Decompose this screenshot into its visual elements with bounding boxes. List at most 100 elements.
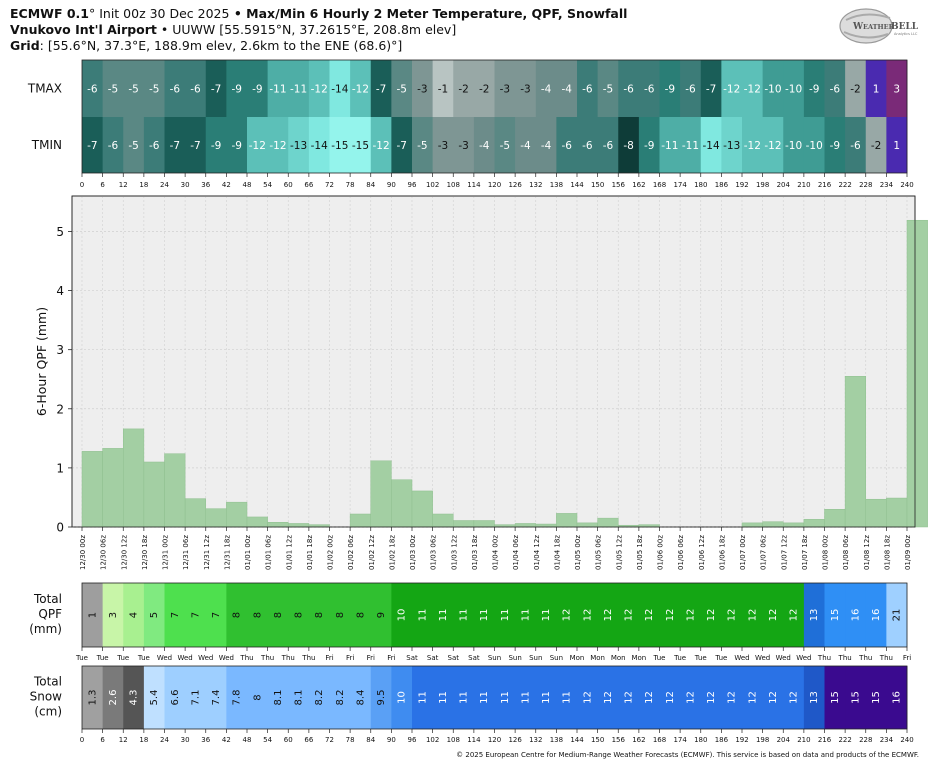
tmax-value: -9 [665, 84, 675, 96]
tmax-cell [267, 60, 289, 117]
hour-tick-label: 150 [591, 181, 604, 189]
hour-tick-label: 12 [119, 181, 128, 189]
day-tick-label: Fri [367, 654, 375, 662]
tmax-value: -12 [352, 84, 369, 96]
day-tick-label: Tue [694, 654, 707, 662]
total-qpf-value: 15 [830, 609, 841, 622]
total-qpf-value: 12 [789, 609, 800, 622]
day-tick-label: Fri [387, 654, 395, 662]
total-snow-value: 11 [541, 691, 552, 704]
day-tick-label: Tue [75, 654, 88, 662]
tmax-cell [370, 60, 392, 117]
tmax-value: -6 [685, 84, 696, 96]
tmin-value: -9 [231, 140, 241, 152]
total-snow-value: 12 [706, 691, 717, 704]
total-snow-label-line: Total [33, 675, 62, 689]
x-tick-label: 12/31 06z [182, 535, 190, 570]
total-qpf-cell [412, 583, 434, 647]
total-snow-cell [82, 666, 104, 729]
total-snow-cell [185, 666, 207, 729]
qpf-bar [184, 498, 206, 528]
x-tick-label: 01/02 06z [347, 535, 355, 570]
tmin-value: -15 [331, 140, 348, 152]
snow-hour-tick-label: 18 [139, 736, 148, 744]
tmax-value: -6 [830, 84, 841, 96]
tmax-cell [288, 60, 310, 117]
x-tick-label: 01/07 12z [780, 535, 788, 570]
x-tick-label: 01/08 00z [822, 535, 830, 570]
tmin-value: -7 [396, 140, 406, 152]
y-tick-label: 1 [56, 461, 64, 475]
tmin-cell [185, 117, 207, 173]
tmax-cell [556, 60, 578, 117]
qpf-bar [205, 508, 227, 528]
total-snow-value: 15 [850, 691, 861, 704]
snow-hour-tick-label: 138 [550, 736, 563, 744]
day-tick-label: Mon [631, 654, 646, 662]
tmin-cell [143, 117, 165, 173]
station-name: Vnukovo Int'l Airport [10, 22, 157, 37]
day-tick-label: Wed [177, 654, 192, 662]
grid-info: : [55.6°N, 37.3°E, 188.9m elev, 2.6km to… [39, 38, 403, 53]
tmin-cell [680, 117, 702, 173]
tmax-cell [102, 60, 124, 117]
snow-hour-tick-label: 162 [632, 736, 645, 744]
day-tick-label: Wed [219, 654, 234, 662]
day-tick-label: Tue [137, 654, 150, 662]
tmin-cell [659, 117, 681, 173]
tmin-value: -4 [479, 140, 490, 152]
total-qpf-cell [721, 583, 743, 647]
tmin-cell [618, 117, 640, 173]
qpf-plot-frame [71, 195, 916, 528]
snow-hour-tick-label: 210 [797, 736, 810, 744]
total-qpf-cell [453, 583, 475, 647]
total-snow-cell [226, 666, 248, 729]
chart-header: ECMWF 0.1° Init 00z 30 Dec 2025 • Max/Mi… [10, 6, 627, 54]
total-snow-cell [247, 666, 269, 729]
tmin-cell [391, 117, 413, 173]
qpf-bar [576, 522, 598, 528]
x-tick-label: 01/01 12z [285, 535, 293, 570]
total-snow-value: 11 [562, 691, 573, 704]
total-snow-value: 16 [892, 691, 903, 704]
snow-hour-tick-label: 60 [284, 736, 293, 744]
tmin-value: -13 [290, 140, 307, 152]
qpf-bar [886, 497, 908, 528]
tmax-cell [515, 60, 537, 117]
x-tick-label: 01/02 00z [327, 535, 335, 570]
tmax-value: -6 [190, 84, 201, 96]
qpf-bar [741, 522, 763, 528]
hour-tick-label: 66 [304, 181, 313, 189]
total-qpf-cell [185, 583, 207, 647]
tmax-cell [391, 60, 413, 117]
day-tick-label: Wed [734, 654, 749, 662]
total-qpf-value: 12 [747, 609, 758, 622]
tmax-value: -5 [108, 84, 118, 96]
total-snow-cell [494, 666, 516, 729]
tmax-cell [865, 60, 887, 117]
tmax-value: -5 [603, 84, 613, 96]
total-snow-value: 12 [747, 691, 758, 704]
total-snow-value: 4.3 [129, 690, 140, 706]
total-snow-cell [432, 666, 454, 729]
qpf-y-axis-label: 6-Hour QPF (mm) [34, 307, 49, 416]
hour-tick-label: 42 [222, 181, 231, 189]
x-tick-label: 01/03 18z [471, 535, 479, 570]
day-tick-label: Sun [529, 654, 542, 662]
snow-hour-tick-label: 120 [488, 736, 501, 744]
day-tick-label: Sun [488, 654, 501, 662]
snow-hour-tick-label: 180 [694, 736, 707, 744]
day-tick-label: Wed [776, 654, 791, 662]
x-tick-label: 01/01 18z [306, 535, 314, 570]
snow-hour-tick-label: 168 [653, 736, 666, 744]
x-tick-label: 01/01 06z [265, 535, 273, 570]
total-snow-value: 9.5 [376, 690, 387, 706]
hour-tick-label: 36 [201, 181, 210, 189]
total-qpf-value: 11 [459, 609, 470, 622]
qpf-bar-chart: 0 1 2 3 4 5 12/30 00z 12/30 06z 12/30 12z 12/30 1… [34, 195, 928, 570]
total-qpf-label-line: QPF [38, 607, 62, 621]
tmax-value: -6 [623, 84, 634, 96]
hour-tick-label: 222 [838, 181, 851, 189]
total-snow-cell [267, 666, 289, 729]
day-tick-label: Mon [611, 654, 626, 662]
